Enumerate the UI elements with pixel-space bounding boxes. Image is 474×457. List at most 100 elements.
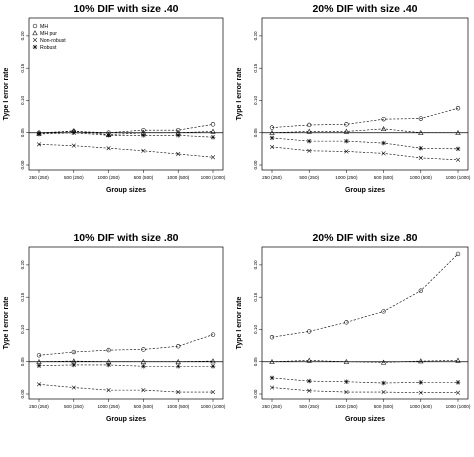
data-point — [418, 116, 423, 121]
data-point — [176, 389, 181, 395]
series-mh — [269, 106, 461, 130]
series-non-robust — [269, 144, 461, 162]
data-point — [71, 385, 76, 390]
data-point — [269, 144, 275, 150]
data-point — [106, 362, 111, 368]
data-point — [269, 385, 275, 390]
x-axis-label: Group sizes — [106, 416, 146, 423]
data-point — [455, 157, 461, 162]
legend-entry: MH pur — [40, 31, 57, 37]
data-point — [176, 127, 181, 133]
data-point — [176, 344, 181, 349]
data-point — [381, 140, 386, 146]
y-tick-label: 0.10 — [253, 325, 258, 334]
series-line — [38, 360, 214, 363]
data-point — [210, 389, 216, 395]
x-tick-label: 1000 (1000) — [201, 175, 226, 180]
data-point — [307, 388, 312, 393]
series-robust — [36, 362, 216, 369]
y-tick-label: 0.20 — [20, 260, 25, 269]
x-axis-label: Group sizes — [345, 187, 385, 194]
x-tick-label: 500 (500) — [134, 404, 154, 409]
y-tick-label: 0.00 — [253, 389, 258, 398]
data-point — [210, 332, 216, 337]
series-line — [271, 146, 459, 161]
data-point — [269, 125, 275, 130]
data-point — [344, 389, 349, 395]
data-point — [381, 309, 386, 314]
series-line — [271, 128, 458, 134]
data-point — [306, 357, 312, 363]
data-point — [210, 363, 216, 369]
series-mh-pur — [269, 357, 461, 365]
x-tick-label: 1000 (1000) — [446, 404, 471, 409]
data-point — [418, 288, 423, 293]
y-tick-label: 0.20 — [20, 31, 25, 40]
data-point — [344, 149, 349, 154]
legend-entry: Robust — [40, 45, 57, 51]
data-point — [71, 143, 76, 148]
data-point — [455, 251, 461, 257]
chart-title: 10% DIF with size .40 — [73, 3, 178, 15]
data-point — [210, 155, 216, 160]
data-point — [418, 155, 423, 160]
x-tick-label: 500 (250) — [299, 175, 319, 180]
series-line — [271, 107, 459, 128]
data-point — [418, 129, 424, 135]
series-mh-pur — [36, 358, 216, 364]
x-tick-label: 1000 (500) — [167, 175, 190, 180]
data-point — [140, 358, 147, 364]
y-axis-label: Type I error rate — [236, 68, 243, 121]
y-tick-label: 0.00 — [253, 160, 258, 169]
y-tick-label: 0.10 — [253, 96, 258, 105]
data-point — [141, 347, 146, 352]
data-point — [106, 388, 111, 393]
data-point — [344, 379, 349, 385]
x-tick-label: 500 (250) — [64, 404, 84, 409]
plot-frame — [28, 17, 224, 171]
x-axis-label: Group sizes — [106, 187, 146, 194]
data-point — [36, 142, 42, 147]
series-robust — [269, 375, 461, 386]
chart-panel-2: 20% DIF with size .40 0.00 0.05 0.10 0.15 0.2… — [236, 3, 471, 194]
data-point — [455, 129, 461, 135]
series-line — [271, 387, 458, 394]
data-point — [455, 357, 461, 363]
data-point — [381, 151, 386, 156]
y-tick-label: 0.05 — [20, 128, 25, 137]
series-mh-pur — [269, 126, 461, 135]
data-point — [36, 382, 42, 387]
series-mh — [269, 251, 461, 340]
x-tick-label: 1000 (250) — [335, 404, 358, 409]
series-line — [38, 124, 214, 134]
x-tick-label: 500 (250) — [299, 404, 319, 409]
data-point — [175, 358, 181, 364]
data-point — [141, 388, 146, 393]
data-point — [380, 359, 387, 365]
data-point — [269, 358, 275, 364]
series-robust — [36, 130, 216, 140]
y-tick-label: 0.15 — [20, 292, 25, 301]
series-line — [271, 137, 459, 150]
data-point — [344, 122, 349, 127]
data-point — [455, 146, 461, 152]
legend-marker — [32, 30, 38, 36]
data-point — [418, 145, 424, 151]
y-tick-label: 0.05 — [20, 357, 25, 366]
legend-entry: Non-robust — [40, 38, 66, 44]
x-tick-label: 250 (250) — [262, 175, 282, 180]
plot-frame — [28, 246, 224, 400]
data-point — [418, 358, 424, 364]
data-point — [418, 390, 423, 395]
data-point — [269, 129, 275, 135]
data-point — [141, 363, 146, 369]
series-mh — [36, 332, 216, 358]
data-point — [306, 128, 312, 134]
series-non-robust — [36, 382, 216, 395]
series-line — [38, 130, 214, 135]
y-axis-label: Type I error rate — [3, 297, 10, 350]
series-line — [38, 144, 214, 158]
chart-panel-1: 10% DIF with size .40 0.00 0.05 0.10 0.15 0.2… — [3, 3, 226, 194]
